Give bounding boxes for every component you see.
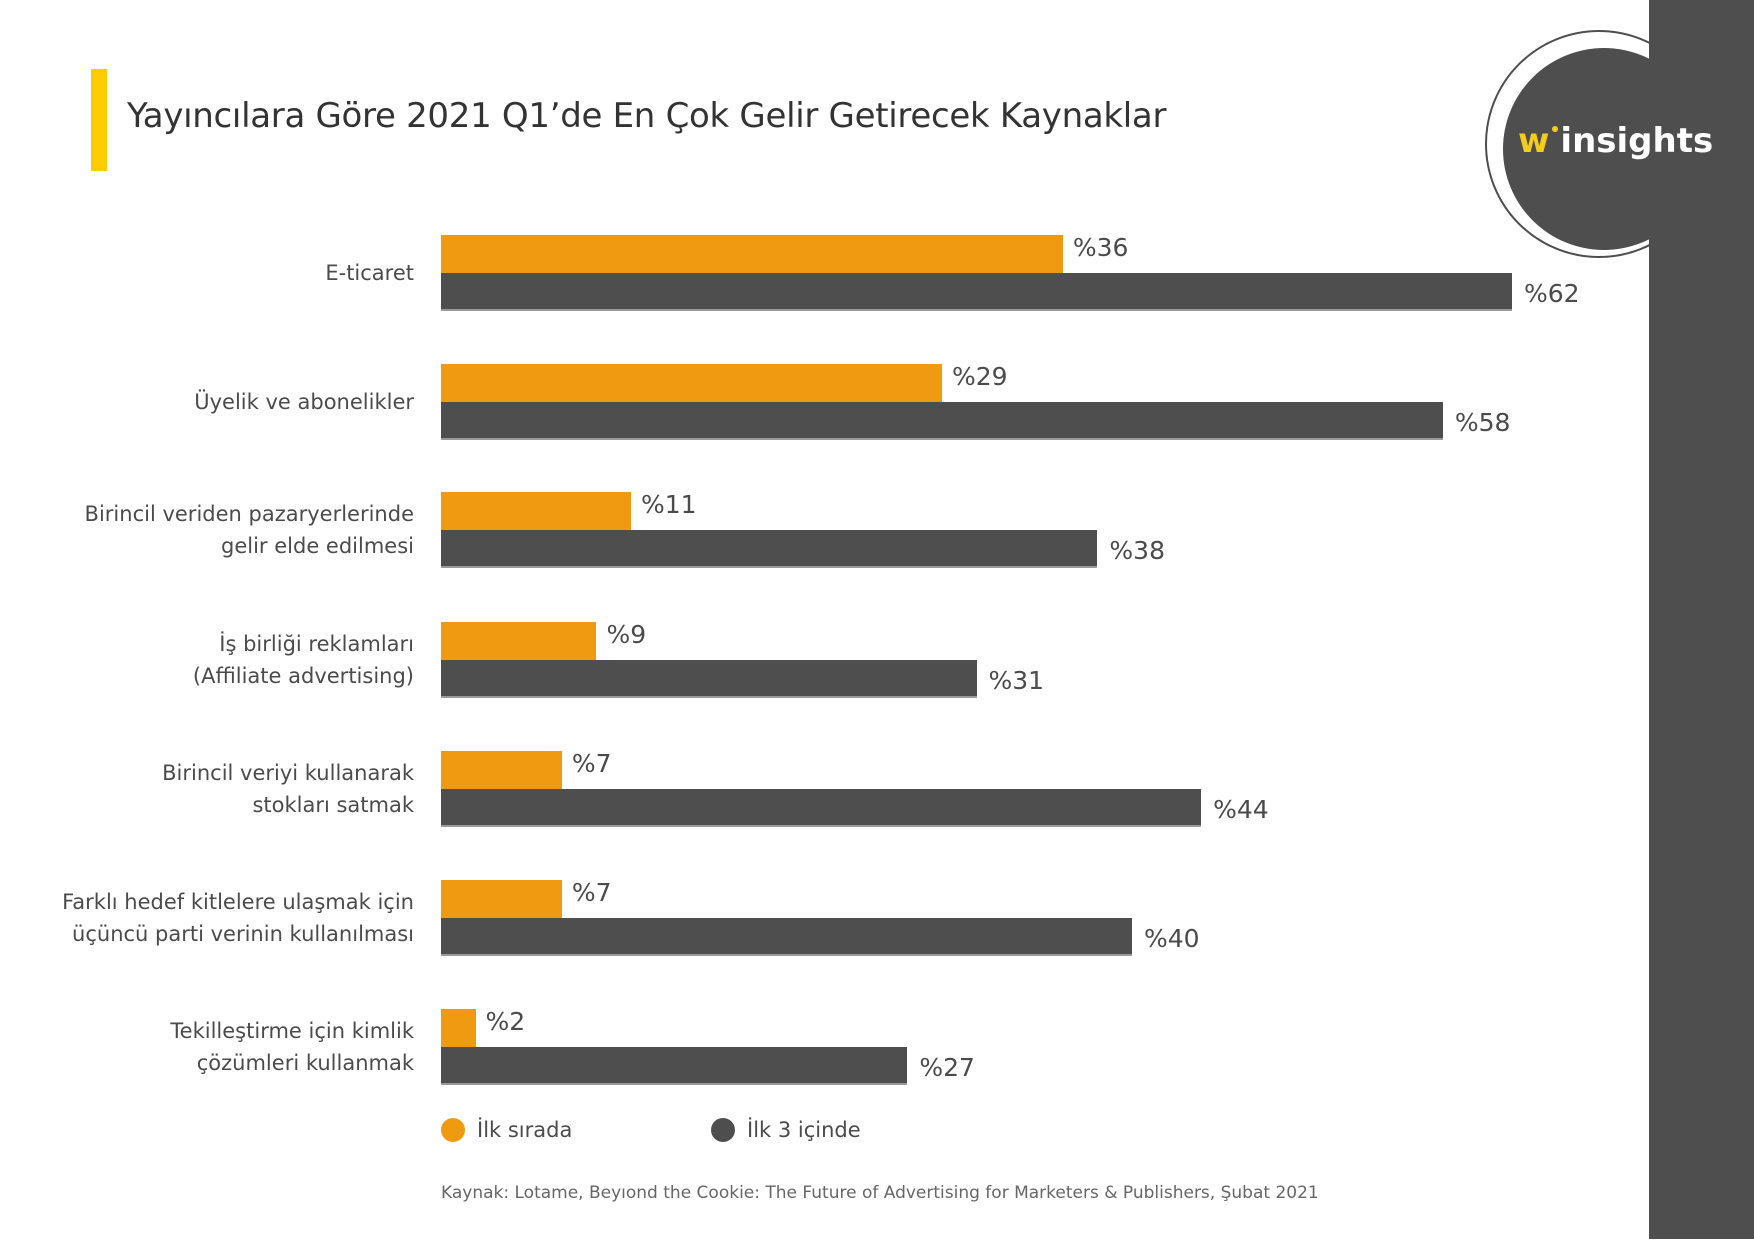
- category-label-line: Farklı hedef kitlelere ulaşmak için: [62, 890, 414, 914]
- side-panel: [1649, 0, 1754, 1239]
- logo-dot: [1552, 126, 1559, 132]
- category-label-line: üçüncü parti verinin kullanılması: [72, 922, 414, 946]
- value-label-top3: %40: [1143, 924, 1200, 953]
- bar-first: [441, 492, 632, 530]
- logo-w: w: [1518, 121, 1550, 161]
- legend-label-first: İlk sırada: [477, 1118, 573, 1142]
- legend-dot-top3: [711, 1118, 735, 1142]
- category-label: Birincil veriden pazaryerlerinde gelir el…: [85, 498, 414, 562]
- value-label-first: %11: [641, 490, 697, 519]
- winsights-logo-icon: w insights: [1518, 124, 1713, 158]
- title-accent-bar: [91, 69, 107, 171]
- category-label-line: Tekilleştirme için kimlik: [170, 1019, 414, 1043]
- value-label-first: %9: [606, 620, 647, 649]
- value-label-top3: %62: [1524, 279, 1580, 308]
- bar-first: [441, 751, 562, 789]
- legend-label-top3: İlk 3 içinde: [747, 1118, 861, 1142]
- legend-item-first: İlk sırada: [441, 1118, 572, 1142]
- bar-first: [441, 364, 942, 402]
- bar-top3: [441, 660, 977, 698]
- category-label-line: (Affiliate advertising): [192, 664, 414, 688]
- logo-text: insights: [1560, 121, 1714, 161]
- category-label-line: Üyelik ve abonelikler: [194, 390, 414, 414]
- category-label: Üyelik ve abonelikler: [194, 386, 414, 418]
- source-note: Kaynak: Lotame, Beyıond the Cookie: The …: [441, 1183, 1319, 1203]
- bar-top3: [441, 402, 1443, 440]
- value-label-top3: %27: [919, 1053, 975, 1082]
- value-label-top3: %38: [1109, 536, 1165, 565]
- bar-top3: [441, 530, 1098, 568]
- chart-title: Yayıncılara Göre 2021 Q1’de En Çok Gelir…: [127, 96, 1167, 136]
- legend-dot-first: [441, 1118, 465, 1142]
- bar-first: [441, 880, 562, 918]
- category-label-line: Birincil veriyi kullanarak: [162, 761, 414, 785]
- category-label-line: stokları satmak: [252, 793, 414, 817]
- category-label-line: çözümleri kullanmak: [196, 1051, 414, 1075]
- category-label: Tekilleştirme için kimlik çözümleri kulla…: [170, 1015, 414, 1079]
- value-label-top3: %58: [1454, 408, 1511, 437]
- category-label-line: Birincil veriden pazaryerlerinde: [84, 502, 414, 526]
- category-label-line: E-ticaret: [325, 261, 414, 285]
- bar-first: [441, 1009, 476, 1047]
- category-label: Birincil veriyi kullanarak stokları satma…: [162, 757, 414, 821]
- category-label: E-ticaret: [325, 257, 414, 289]
- value-label-top3: %44: [1213, 795, 1269, 824]
- category-label: İş birliği reklamları (Affiliate advertis…: [193, 628, 414, 692]
- category-label-line: İş birliği reklamları: [219, 632, 414, 656]
- bar-top3: [441, 1047, 908, 1085]
- value-label-first: %36: [1072, 233, 1129, 262]
- value-label-first: %29: [951, 362, 1008, 391]
- value-label-first: %2: [485, 1007, 526, 1036]
- bar-top3: [441, 273, 1512, 311]
- bar-first: [441, 622, 597, 660]
- value-label-top3: %31: [988, 666, 1045, 695]
- bar-first: [441, 235, 1063, 273]
- bar-top3: [441, 789, 1202, 827]
- bar-top3: [441, 918, 1132, 956]
- legend-item-top3: İlk 3 içinde: [711, 1118, 861, 1142]
- value-label-first: %7: [571, 749, 612, 778]
- category-label-line: gelir elde edilmesi: [221, 534, 414, 558]
- category-label: Farklı hedef kitlelere ulaşmak için üçünc…: [62, 886, 414, 950]
- value-label-first: %7: [571, 878, 612, 907]
